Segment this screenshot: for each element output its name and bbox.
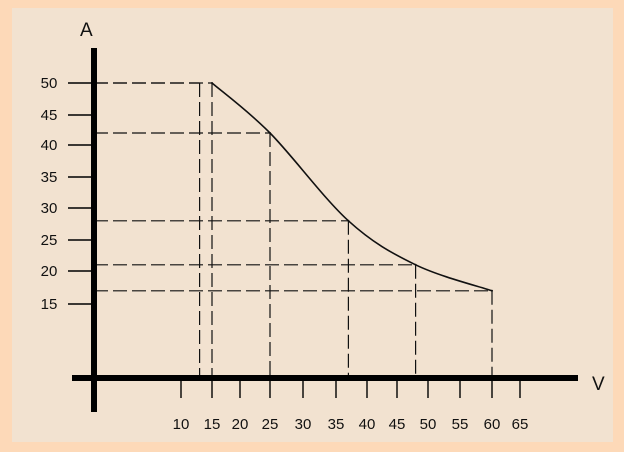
x-axis-label: V <box>592 374 605 395</box>
series-point <box>347 219 350 222</box>
x-tick-label: 15 <box>204 416 221 433</box>
y-tick-label: 35 <box>41 169 58 186</box>
y-tick-label: 50 <box>41 75 58 92</box>
y-tick-label: 40 <box>41 137 58 154</box>
series-points <box>211 82 493 292</box>
x-tick-label: 20 <box>232 416 249 433</box>
series-point <box>211 82 213 84</box>
y-tick-label: 45 <box>41 107 58 124</box>
x-tick-label: 55 <box>452 416 469 433</box>
y-tick-label: 15 <box>41 296 58 313</box>
series-point <box>491 289 493 292</box>
x-tick-label: 30 <box>295 416 312 433</box>
x-tick-label: 60 <box>484 416 501 433</box>
y-axis-label: A <box>80 20 93 41</box>
y-tick-label: 25 <box>41 232 58 249</box>
x-tick-label: 40 <box>359 416 376 433</box>
x-tick-label: 35 <box>328 416 345 433</box>
x-tick-label: 50 <box>420 416 437 433</box>
series-point <box>414 263 417 266</box>
dashed-reference-lines <box>94 82 493 378</box>
x-tick-label: 45 <box>389 416 406 433</box>
series-line <box>211 82 493 292</box>
axes <box>72 48 578 412</box>
x-tick-label: 25 <box>262 416 279 433</box>
x-ticks: 10 15 20 25 30 35 40 45 50 55 60 65 <box>173 378 529 433</box>
x-tick-label: 65 <box>512 416 529 433</box>
y-tick-label: 20 <box>41 263 58 280</box>
chart-panel <box>12 8 613 442</box>
series-point <box>269 132 271 134</box>
y-ticks: 15 20 25 30 35 40 45 50 <box>41 75 94 313</box>
y-tick-label: 30 <box>41 200 58 217</box>
x-tick-label: 10 <box>173 416 190 433</box>
